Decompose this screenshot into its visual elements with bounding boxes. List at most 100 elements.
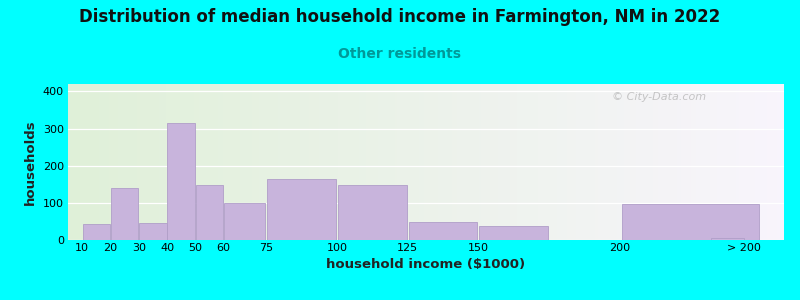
Bar — [478, 84, 481, 240]
Bar — [631, 84, 634, 240]
Bar — [555, 84, 558, 240]
Bar — [672, 84, 674, 240]
Bar — [192, 84, 194, 240]
Bar — [247, 84, 250, 240]
Bar — [502, 84, 505, 240]
Bar — [87, 84, 90, 240]
Bar — [318, 84, 321, 240]
Bar — [510, 84, 512, 240]
Bar — [595, 84, 598, 240]
Bar — [297, 84, 299, 240]
Bar — [166, 84, 168, 240]
Bar — [519, 84, 522, 240]
Bar — [144, 84, 146, 240]
Bar — [345, 84, 347, 240]
Bar — [196, 185, 223, 240]
Bar — [266, 84, 269, 240]
Bar — [221, 84, 223, 240]
Bar — [366, 84, 369, 240]
Bar — [386, 84, 388, 240]
Bar — [216, 84, 218, 240]
Bar — [512, 84, 514, 240]
Bar — [163, 84, 166, 240]
Bar — [653, 84, 655, 240]
Bar — [158, 84, 161, 240]
Bar — [694, 84, 696, 240]
Bar — [102, 84, 104, 240]
Bar — [457, 84, 459, 240]
Bar — [658, 84, 660, 240]
Bar — [99, 84, 102, 240]
Text: Distribution of median household income in Farmington, NM in 2022: Distribution of median household income … — [79, 8, 721, 26]
Bar — [469, 84, 471, 240]
Bar — [462, 84, 464, 240]
Bar — [650, 84, 653, 240]
Bar — [170, 84, 173, 240]
Bar — [393, 84, 395, 240]
Bar — [641, 84, 643, 240]
Bar — [624, 84, 626, 240]
Bar — [708, 84, 710, 240]
Bar — [233, 84, 235, 240]
Bar — [711, 238, 744, 240]
Bar — [116, 84, 118, 240]
Bar — [139, 84, 142, 240]
Bar — [118, 84, 121, 240]
Text: Other residents: Other residents — [338, 46, 462, 61]
Bar — [454, 84, 457, 240]
Bar — [364, 84, 366, 240]
Bar — [706, 84, 708, 240]
Bar — [748, 84, 750, 240]
Bar — [409, 222, 478, 240]
Bar — [550, 84, 553, 240]
Bar — [590, 84, 593, 240]
Bar — [204, 84, 206, 240]
Bar — [466, 84, 469, 240]
Bar — [602, 84, 605, 240]
Bar — [214, 84, 216, 240]
Bar — [92, 84, 94, 240]
Bar — [643, 84, 646, 240]
Bar — [498, 84, 500, 240]
Bar — [770, 84, 772, 240]
Bar — [593, 84, 595, 240]
Bar — [292, 84, 294, 240]
Bar — [224, 203, 266, 240]
Bar — [677, 84, 679, 240]
Bar — [665, 84, 667, 240]
Bar — [73, 84, 75, 240]
Bar — [412, 84, 414, 240]
Bar — [82, 84, 85, 240]
Bar — [435, 84, 438, 240]
Bar — [617, 84, 619, 240]
Bar — [271, 84, 274, 240]
Bar — [452, 84, 454, 240]
Bar — [304, 84, 306, 240]
Bar — [524, 84, 526, 240]
Bar — [369, 84, 371, 240]
Bar — [560, 84, 562, 240]
Bar — [311, 84, 314, 240]
Bar — [180, 84, 182, 240]
Bar — [240, 84, 242, 240]
Bar — [571, 84, 574, 240]
Bar — [223, 84, 226, 240]
Bar — [507, 84, 510, 240]
Bar — [731, 84, 734, 240]
Bar — [149, 84, 151, 240]
Bar — [190, 84, 192, 240]
Bar — [505, 84, 507, 240]
Bar — [531, 84, 534, 240]
Bar — [758, 84, 760, 240]
Bar — [161, 84, 163, 240]
Bar — [259, 84, 262, 240]
Bar — [753, 84, 755, 240]
Bar — [173, 84, 175, 240]
Bar — [682, 84, 684, 240]
Bar — [111, 84, 114, 240]
Bar — [178, 84, 180, 240]
Bar — [536, 84, 538, 240]
Bar — [167, 123, 195, 240]
Bar — [390, 84, 393, 240]
Bar — [185, 84, 187, 240]
